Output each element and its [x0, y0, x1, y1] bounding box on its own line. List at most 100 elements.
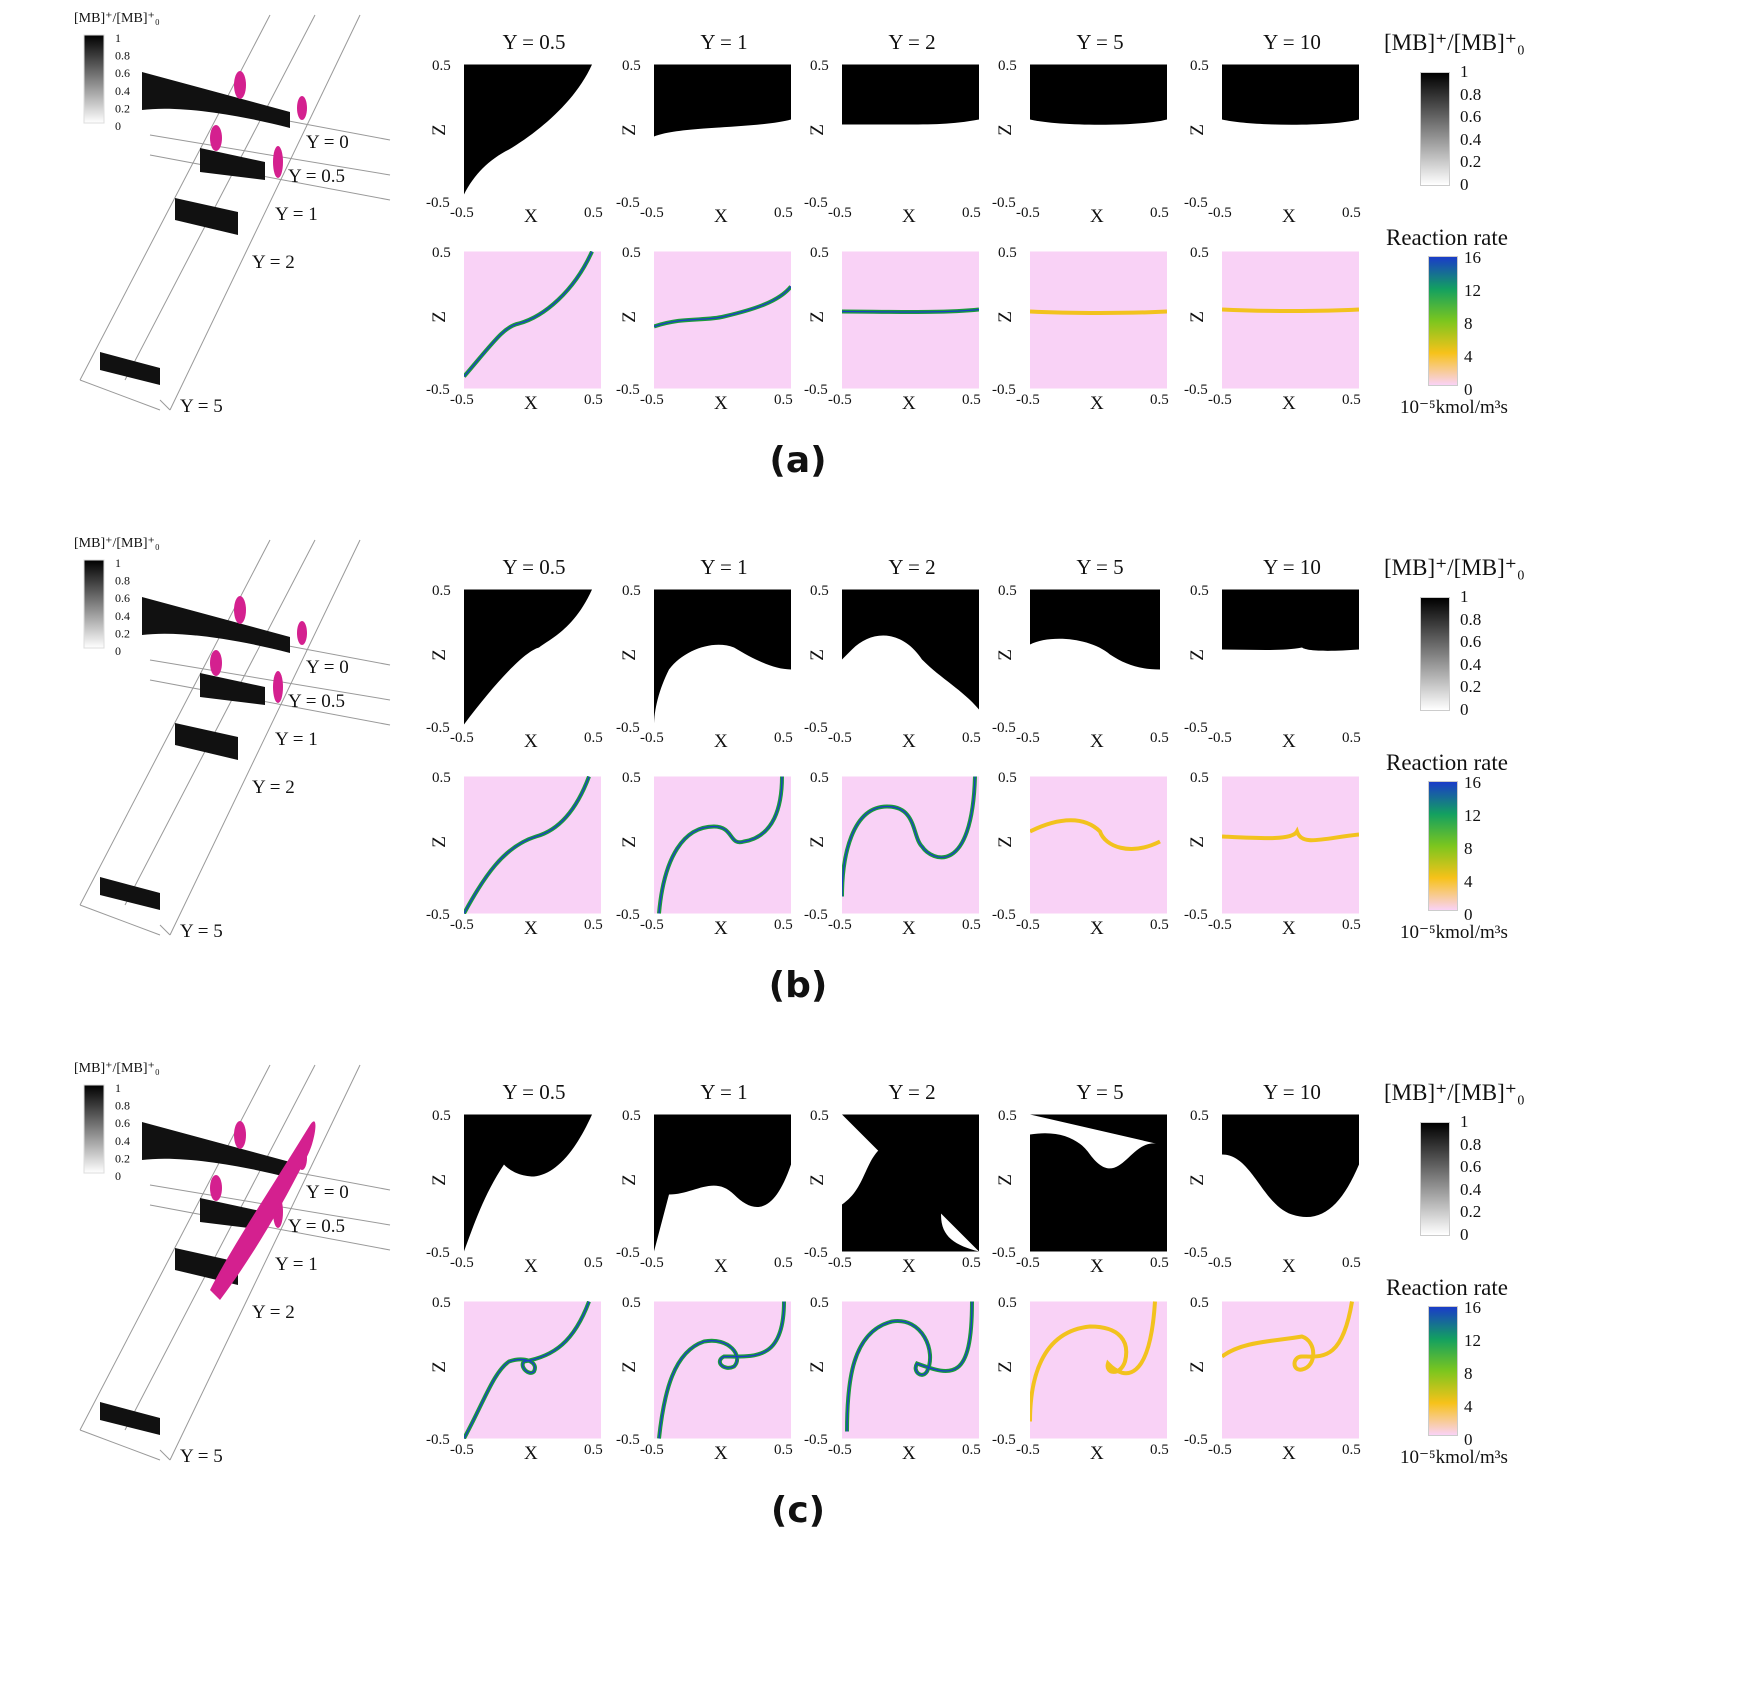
isosurface-blob — [210, 1175, 222, 1201]
channel-edge-line — [149, 679, 391, 726]
x-axis-label: X — [714, 1256, 728, 1277]
dye-region — [464, 589, 592, 725]
column-title: Y = 5 — [1076, 555, 1124, 579]
z-axis-label: Z — [618, 311, 640, 323]
x-axis-label: X — [524, 731, 538, 752]
z-axis-label: Z — [428, 1174, 450, 1186]
small-colorbar-tick: 1 — [115, 556, 121, 570]
z-tick-min: -0.5 — [426, 195, 450, 211]
x-tick-min: -0.5 — [1016, 392, 1040, 408]
z-axis-label: Z — [994, 124, 1016, 136]
small-colorbar-tick: 0.4 — [115, 84, 130, 98]
isosurface-blob — [273, 671, 283, 703]
x-axis-label: X — [714, 731, 728, 752]
x-tick-max: 0.5 — [962, 1442, 981, 1458]
x-tick-max: 0.5 — [774, 917, 793, 933]
slice-y5 — [100, 352, 160, 385]
map-background — [1222, 251, 1359, 389]
isosurface-blob — [234, 71, 246, 99]
x-axis-label: X — [902, 393, 916, 414]
concentration-map — [842, 64, 979, 202]
concentration-panel — [1030, 589, 1180, 743]
concentration-panel — [464, 589, 614, 743]
reaction-front — [1030, 818, 1161, 851]
concentration-map — [464, 1114, 601, 1252]
concentration-panel — [1222, 1114, 1372, 1268]
z-tick-min: -0.5 — [616, 382, 640, 398]
column-title: Y = 10 — [1263, 30, 1321, 54]
reaction-rate-panel — [842, 1301, 992, 1455]
z-axis-label: Z — [428, 1361, 450, 1373]
reaction-rate-panel — [464, 1301, 614, 1455]
concentration-map — [1030, 64, 1167, 202]
concentration-colorbar-tick: 0.2 — [1460, 677, 1482, 696]
subfigure-caption: (a) — [769, 440, 827, 481]
concentration-map — [842, 589, 979, 727]
z-tick-max: 0.5 — [432, 770, 451, 786]
concentration-colorbar-tick: 0.4 — [1460, 654, 1482, 674]
x-tick-max: 0.5 — [1342, 1255, 1361, 1271]
concentration-panel — [654, 589, 804, 743]
dye-region — [842, 64, 979, 125]
column-title: Y = 2 — [888, 30, 936, 54]
z-tick-max: 0.5 — [622, 583, 641, 599]
reaction-rate-colorbar-tick: 4 — [1464, 1397, 1473, 1416]
x-axis-label: X — [902, 731, 916, 752]
x-tick-min: -0.5 — [1016, 730, 1040, 746]
slice-label: Y = 0.5 — [288, 1216, 345, 1237]
x-axis-label: X — [1090, 1256, 1104, 1277]
small-colorbar-tick: 0.6 — [115, 66, 130, 80]
concentration-colorbar-tick: 0.6 — [1460, 632, 1482, 651]
slice-label: Y = 1 — [275, 729, 318, 750]
z-tick-min: -0.5 — [1184, 195, 1208, 211]
x-tick-max: 0.5 — [584, 392, 603, 408]
slice-label: Y = 2 — [252, 252, 295, 273]
x-tick-max: 0.5 — [962, 1255, 981, 1271]
x-tick-max: 0.5 — [774, 1255, 793, 1271]
map-background — [1030, 776, 1167, 914]
z-axis-label: Z — [618, 649, 640, 661]
concentration-map — [1222, 1114, 1359, 1252]
channel-edge-line — [169, 1064, 361, 1461]
x-tick-max: 0.5 — [1150, 1255, 1169, 1271]
concentration-colorbar-title: [MB]⁺/[MB]⁺₀ — [1384, 1080, 1525, 1105]
z-tick-max: 0.5 — [432, 1108, 451, 1124]
x-axis-label: X — [524, 1256, 538, 1277]
subfigure-caption: (b) — [768, 965, 828, 1006]
isosurface-blob — [234, 596, 246, 624]
x-tick-max: 0.5 — [774, 392, 793, 408]
z-axis-label: Z — [428, 649, 450, 661]
z-tick-min: -0.5 — [1184, 382, 1208, 398]
figure-row-b: [MB]⁺/[MB]⁺₀ 1 0.8 0.6 0.4 0.2 0 Y = 0 Y = 0.5 Y … — [0, 525, 1739, 1045]
concentration-map — [654, 589, 791, 727]
reaction-rate-map — [1222, 1301, 1359, 1439]
concentration-colorbar-tick: 0.8 — [1460, 84, 1482, 104]
z-axis-label: Z — [1186, 836, 1208, 848]
concentration-panel — [842, 589, 992, 743]
z-axis-label: Z — [618, 1361, 640, 1373]
dye-region — [1222, 589, 1359, 651]
z-tick-min: -0.5 — [992, 195, 1016, 211]
x-axis-label: X — [1282, 918, 1296, 939]
x-tick-min: -0.5 — [828, 1442, 852, 1458]
concentration-panel — [1222, 589, 1372, 743]
map-background — [1222, 776, 1359, 914]
z-tick-max: 0.5 — [622, 1108, 641, 1124]
z-tick-max: 0.5 — [810, 770, 829, 786]
column-title: Y = 0.5 — [502, 30, 566, 54]
reaction-rate-colorbar-tick: 8 — [1464, 1364, 1473, 1383]
x-tick-min: -0.5 — [828, 730, 852, 746]
reaction-front-core — [654, 286, 791, 328]
reaction-front — [1222, 826, 1359, 843]
reaction-rate-map — [464, 251, 601, 389]
z-tick-max: 0.5 — [998, 1108, 1017, 1124]
isometric-channel-diagram: [MB]⁺/[MB]⁺₀ 1 0.8 0.6 0.4 0.2 0 Y = 0 Y = 0.5 Y … — [74, 1061, 391, 1467]
reaction-rate-map — [654, 251, 791, 389]
column-title: Y = 1 — [700, 1080, 748, 1104]
reaction-front — [1030, 1301, 1157, 1422]
z-axis-label: Z — [806, 1361, 828, 1373]
channel-edge-line — [149, 134, 391, 176]
reaction-rate-map — [1222, 251, 1359, 389]
reaction-rate-panel — [842, 251, 992, 405]
reaction-rate-panel — [654, 776, 804, 930]
